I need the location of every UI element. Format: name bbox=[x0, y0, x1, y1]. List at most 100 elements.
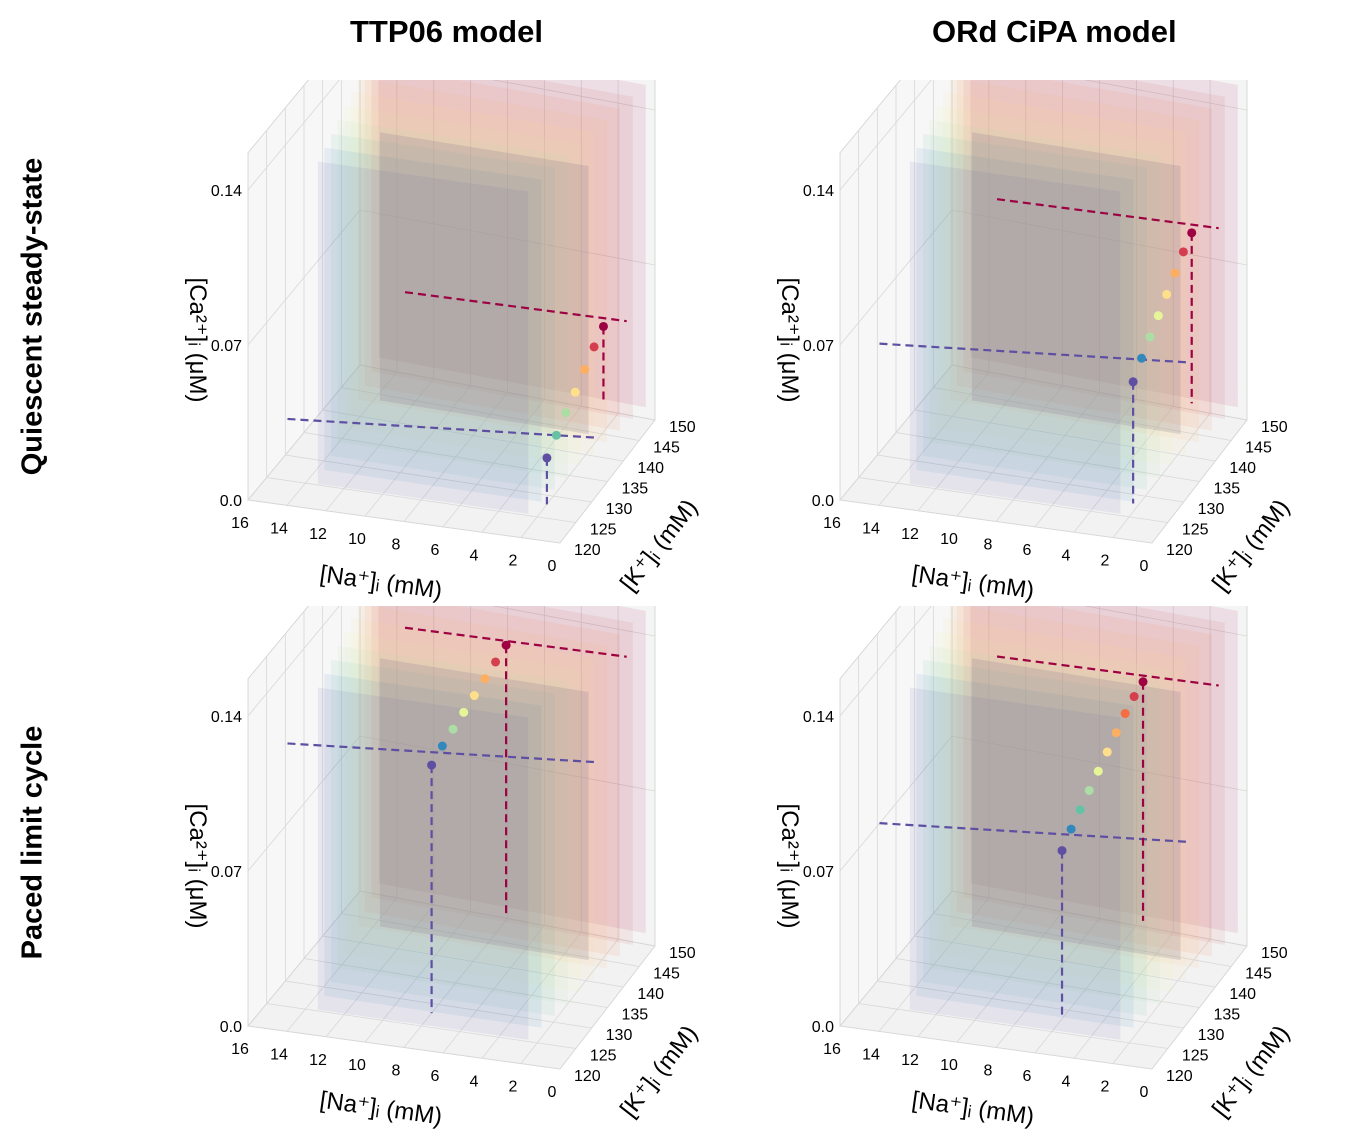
plane-8 bbox=[324, 673, 542, 1028]
z-tick-label: 0.14 bbox=[803, 709, 834, 726]
data-point bbox=[1145, 332, 1155, 342]
y-tick-label: 130 bbox=[1198, 501, 1225, 518]
plane-8 bbox=[324, 147, 542, 502]
x-tick-label: 16 bbox=[231, 515, 249, 532]
plane-5 bbox=[936, 105, 1173, 467]
z-tick-label: 0.07 bbox=[211, 864, 242, 881]
data-point bbox=[570, 387, 580, 397]
x-tick-label: 0 bbox=[1140, 558, 1149, 575]
data-point bbox=[437, 741, 447, 751]
x-tick-label: 4 bbox=[470, 1073, 479, 1090]
grid bbox=[839, 17, 1248, 544]
plane-1 bbox=[371, 49, 633, 419]
data-point bbox=[1129, 692, 1139, 702]
z-axis-label: [Ca²⁺]ᵢ (μM) bbox=[776, 804, 803, 929]
data-point bbox=[1084, 785, 1094, 795]
y-tick-label: 130 bbox=[606, 1027, 633, 1044]
plane-7 bbox=[330, 133, 555, 490]
x-tick-label: 14 bbox=[862, 1046, 880, 1063]
panel-ord-paced: 16 14 12 10 8 6 4 2 0 120 125 130 135 140 145 150 0.0 0.0… bbox=[752, 542, 1312, 1141]
data-point bbox=[1137, 353, 1147, 363]
z-axis-label: [Ca²⁺]ᵢ (μM) bbox=[184, 804, 211, 929]
x-tick-label: 14 bbox=[270, 1046, 288, 1063]
tick-labels: 16 14 12 10 8 6 4 2 0 120 125 130 135 140 145 150 0.0 0.0… bbox=[211, 183, 696, 575]
x-tick-label: 16 bbox=[231, 1041, 249, 1058]
y-tick-label: 150 bbox=[1261, 945, 1288, 962]
y-tick-label: 130 bbox=[1198, 1027, 1225, 1044]
x-tick-label: 8 bbox=[984, 1063, 993, 1080]
x-tick-label: 6 bbox=[431, 1068, 440, 1085]
z-tick-label: 0.14 bbox=[211, 709, 242, 726]
data-point bbox=[1066, 824, 1076, 834]
x-axis-label: [Na⁺]ᵢ (mM) bbox=[910, 1087, 1036, 1131]
data-points bbox=[427, 640, 511, 770]
data-point bbox=[1093, 766, 1103, 776]
data-points bbox=[542, 321, 608, 463]
grid-line-z bbox=[839, 735, 1248, 872]
x-tick-label: 2 bbox=[509, 1079, 518, 1096]
plane-4 bbox=[943, 617, 1186, 981]
x-tick-label: 8 bbox=[392, 537, 401, 554]
y-tick-label: 145 bbox=[1245, 966, 1272, 983]
data-point bbox=[1162, 289, 1172, 299]
plane-4 bbox=[351, 617, 594, 981]
column-title-ttp06: TTP06 model bbox=[350, 14, 543, 49]
x-tick-label: 8 bbox=[392, 1063, 401, 1080]
dashed-horizontal-high bbox=[404, 291, 627, 323]
data-point bbox=[469, 691, 479, 701]
x-tick-label: 0 bbox=[548, 1084, 557, 1101]
x-tick-label: 2 bbox=[1101, 553, 1110, 570]
x-axis-label: [Na⁺]ᵢ (mM) bbox=[318, 1087, 444, 1131]
data-point bbox=[1170, 268, 1180, 278]
plane-8 bbox=[916, 147, 1134, 502]
x-tick-label: 12 bbox=[309, 526, 327, 543]
plane-2 bbox=[956, 589, 1212, 957]
data-point bbox=[598, 321, 608, 331]
plane-4 bbox=[351, 91, 594, 455]
x-tick-label: 12 bbox=[901, 1052, 919, 1069]
data-point bbox=[501, 640, 511, 650]
tick-labels: 16 14 12 10 8 6 4 2 0 120 125 130 135 140 145 150 0.0 0.0… bbox=[803, 183, 1288, 575]
x-tick-label: 12 bbox=[309, 1052, 327, 1069]
z-axis-label: [Ca²⁺]ᵢ (μM) bbox=[184, 278, 211, 403]
plane-6 bbox=[337, 119, 568, 479]
x-tick-label: 10 bbox=[348, 1057, 366, 1074]
grid-line-z bbox=[247, 364, 656, 501]
plane-6 bbox=[929, 645, 1160, 1005]
x-tick-label: 10 bbox=[940, 1057, 958, 1074]
plane-6 bbox=[337, 645, 568, 1005]
panel-ttp06-paced: 16 14 12 10 8 6 4 2 0 120 125 130 135 140 145 150 0.0 0.0… bbox=[160, 542, 720, 1141]
chart-ttp06-quiescent: 16 14 12 10 8 6 4 2 0 120 125 130 135 140 145 150 0.0 0.0… bbox=[184, 16, 703, 605]
y-tick-label: 130 bbox=[606, 501, 633, 518]
x-tick-label: 10 bbox=[940, 531, 958, 548]
plane-6 bbox=[929, 119, 1160, 479]
plane-9 bbox=[909, 687, 1121, 1040]
grid bbox=[247, 17, 656, 544]
data-point bbox=[480, 674, 490, 684]
y-tick-label: 140 bbox=[637, 460, 664, 477]
z-tick-label: 0.14 bbox=[211, 183, 242, 200]
y-tick-label: 125 bbox=[1182, 522, 1209, 539]
tick-labels: 16 14 12 10 8 6 4 2 0 120 125 130 135 140 145 150 0.0 0.0… bbox=[803, 709, 1288, 1101]
translucent-planes bbox=[317, 561, 646, 1040]
x-tick-label: 16 bbox=[823, 1041, 841, 1058]
chart-ord-quiescent: 16 14 12 10 8 6 4 2 0 120 125 130 135 140 145 150 0.0 0.0… bbox=[776, 16, 1295, 605]
z-tick-label: 0.07 bbox=[803, 864, 834, 881]
y-tick-label: 135 bbox=[622, 1007, 649, 1024]
plane-central bbox=[971, 132, 1181, 435]
data-point bbox=[551, 430, 561, 440]
x-tick-label: 8 bbox=[984, 537, 993, 554]
z-tick-label: 0.07 bbox=[803, 338, 834, 355]
data-point bbox=[1111, 728, 1121, 738]
x-tick-label: 4 bbox=[1062, 1073, 1071, 1090]
y-tick-label: 135 bbox=[622, 481, 649, 498]
y-tick-label: 140 bbox=[1229, 986, 1256, 1003]
x-axis-label: [Na⁺]ᵢ (mM) bbox=[910, 561, 1036, 605]
data-point bbox=[580, 365, 590, 375]
plane-9 bbox=[317, 161, 529, 514]
y-tick-label: 120 bbox=[574, 542, 601, 559]
data-point bbox=[1128, 377, 1138, 387]
plane-5 bbox=[344, 105, 581, 467]
x-tick-label: 0 bbox=[1140, 1084, 1149, 1101]
x-tick-label: 2 bbox=[1101, 1079, 1110, 1096]
